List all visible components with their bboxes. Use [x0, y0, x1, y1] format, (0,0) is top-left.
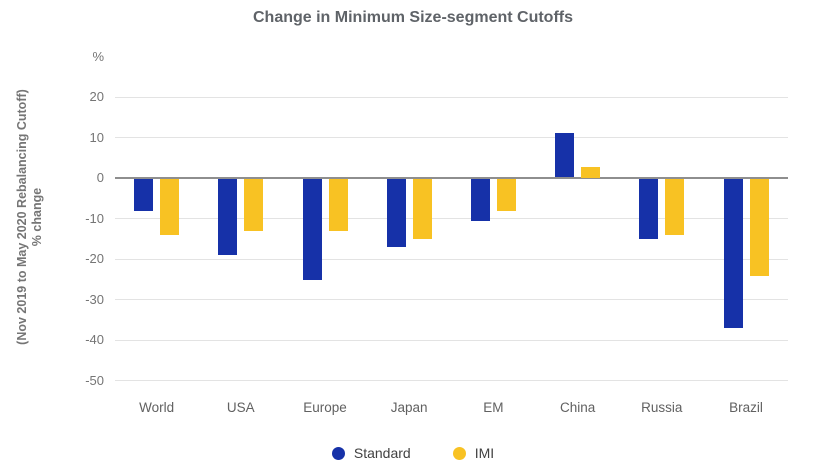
x-category-label-em: EM [483, 400, 504, 415]
y-axis-unit-label: % [92, 48, 104, 64]
bar-standard-europe[interactable] [302, 178, 322, 280]
gridline-10 [114, 137, 788, 138]
bar-imi-em[interactable] [496, 178, 516, 211]
gridline--20 [114, 258, 788, 260]
gridline--50 [114, 380, 788, 381]
y-tick-label-20: 20 [89, 89, 104, 104]
bar-standard-em[interactable] [470, 178, 490, 222]
bar-standard-world[interactable] [134, 178, 154, 211]
y-tick-label--10: -10 [85, 210, 104, 226]
bar-imi-europe[interactable] [328, 178, 348, 232]
x-category-label-world: World [139, 400, 175, 415]
y-tick-label-0: 0 [96, 170, 104, 185]
legend: Standard IMI [0, 442, 826, 464]
gridline--40 [114, 339, 788, 341]
zero-axis-line [114, 176, 788, 179]
legend-marker-standard-icon [331, 446, 345, 460]
x-category-label-japan: Japan [390, 400, 428, 415]
y-tick-label--40: -40 [85, 332, 104, 347]
bar-standard-russia[interactable] [639, 178, 659, 240]
bar-imi-russia[interactable] [665, 178, 685, 236]
x-category-label-europe: Europe [303, 400, 347, 415]
bar-standard-japan[interactable] [386, 178, 406, 248]
bar-imi-japan[interactable] [412, 178, 432, 240]
bar-imi-world[interactable] [160, 178, 180, 236]
bar-standard-brazil[interactable] [723, 178, 743, 329]
legend-label-standard: Standard [353, 445, 411, 461]
bar-imi-brazil[interactable] [749, 178, 769, 276]
legend-marker-imi-icon [452, 446, 466, 460]
y-tick-label-10: 10 [89, 129, 104, 145]
bar-standard-usa[interactable] [218, 178, 238, 256]
legend-label-imi: IMI [474, 445, 495, 461]
bar-standard-china[interactable] [555, 132, 575, 178]
chart-title: Change in Minimum Size-segment Cutoffs [252, 9, 573, 26]
legend-item-imi[interactable]: IMI [452, 445, 495, 461]
x-category-label-brazil: Brazil [729, 400, 763, 415]
x-category-label-china: China [559, 400, 596, 415]
gridline--30 [114, 299, 788, 300]
bar-imi-china[interactable] [581, 167, 601, 178]
y-tick-label--30: -30 [85, 291, 104, 307]
x-category-label-russia: Russia [641, 400, 683, 415]
x-category-label-usa: USA [226, 400, 255, 415]
y-tick-label--20: -20 [85, 251, 104, 266]
gridline-20 [114, 96, 788, 98]
bar-imi-usa[interactable] [244, 178, 264, 232]
legend-item-standard[interactable]: Standard [331, 445, 411, 461]
y-tick-label--50: -50 [85, 372, 104, 388]
gridline--10 [114, 218, 788, 219]
